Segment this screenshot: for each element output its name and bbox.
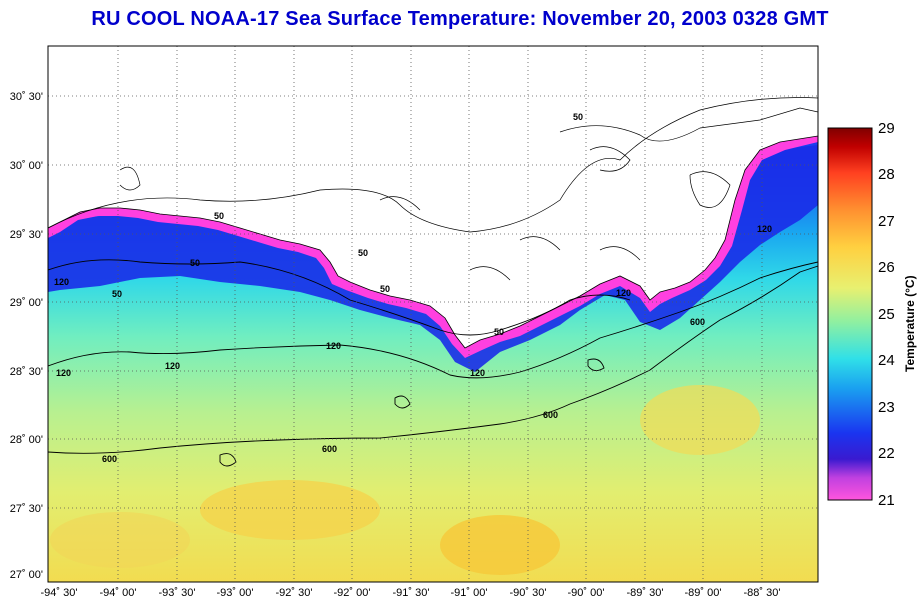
lat-tick-label: 28˚ 00' <box>10 434 43 446</box>
warm-patch <box>640 385 760 455</box>
lat-tick-label: 30˚ 30' <box>10 91 43 103</box>
isobath-label: 600 <box>322 444 337 454</box>
lat-tick-label: 27˚ 30' <box>10 503 43 515</box>
isobaths <box>48 259 818 467</box>
isobath-label: 120 <box>757 224 772 234</box>
colorbar-tick: 25 <box>878 306 895 323</box>
lon-tick-label: -88˚ 30' <box>744 587 781 599</box>
isobath-label: 50 <box>358 248 368 258</box>
isobath-label: 120 <box>54 277 69 287</box>
land-mass <box>48 46 818 349</box>
lat-tick-label: 29˚ 30' <box>10 229 43 241</box>
coastline-detail <box>119 107 818 281</box>
cold-shelf-band <box>48 145 818 372</box>
lat-tick-label: 30˚ 00' <box>10 160 43 172</box>
colorbar-tick: 23 <box>878 399 895 416</box>
colorbar-tick: 26 <box>878 259 895 276</box>
isobath-label: 120 <box>470 368 485 378</box>
isobath-600m <box>48 265 818 454</box>
lat-axis: 30˚ 30' 30˚ 00' 29˚ 30' 29˚ 00' 28˚ 30' … <box>10 91 43 581</box>
lon-tick-label: -94˚ 30' <box>41 587 78 599</box>
colorbar-tick: 29 <box>878 120 895 137</box>
isobath-label: 120 <box>56 368 71 378</box>
isobath-label: 50 <box>214 211 224 221</box>
lon-tick-label: -93˚ 30' <box>159 587 196 599</box>
colorbar-tick: 21 <box>878 492 895 509</box>
lon-tick-label: -89˚ 30' <box>627 587 664 599</box>
colorbar-scale <box>827 127 873 501</box>
lon-tick-label: -89˚ 00' <box>685 587 722 599</box>
isobath-label: 50 <box>573 112 583 122</box>
isobath-120m <box>48 261 818 379</box>
colorbar-tick: 28 <box>878 166 895 183</box>
colorbar-label: Temperature (°C) <box>903 275 917 372</box>
lat-tick-label: 29˚ 00' <box>10 297 43 309</box>
lon-tick-label: -91˚ 30' <box>393 587 430 599</box>
warm-patch <box>440 515 560 575</box>
map-frame <box>47 45 819 583</box>
isobath-label: 50 <box>494 327 504 337</box>
isobath-label: 600 <box>543 410 558 420</box>
isobath-loop <box>219 358 605 467</box>
isobath-label: 600 <box>690 317 705 327</box>
lon-tick-label: -91˚ 00' <box>451 587 488 599</box>
isobath-labels: 50 50 50 50 50 50 50 120 120 120 120 120… <box>54 112 772 464</box>
isobath-label: 50 <box>380 284 390 294</box>
lon-tick-label: -90˚ 00' <box>568 587 605 599</box>
colorbar-tick: 24 <box>878 352 895 369</box>
coldest-fringe <box>48 136 818 358</box>
isobath-50m <box>48 259 631 336</box>
lon-tick-label: -92˚ 30' <box>276 587 313 599</box>
isobath-label: 50 <box>112 289 122 299</box>
lon-axis: -94˚ 30' -94˚ 00' -93˚ 30' -93˚ 00' -92˚… <box>41 587 781 599</box>
warm-patch <box>200 480 380 540</box>
isobath-label: 120 <box>165 361 180 371</box>
isobath-label: 120 <box>326 341 341 351</box>
colorbar-tick: 27 <box>878 213 895 230</box>
isobath-label: 120 <box>616 288 631 298</box>
lon-tick-label: -94˚ 00' <box>100 587 137 599</box>
colorbar: 29 28 27 26 25 24 23 22 21 Temperature (… <box>827 120 917 509</box>
lat-tick-label: 27˚ 00' <box>10 569 43 581</box>
colorbar-tick: 22 <box>878 445 895 462</box>
warm-patch <box>50 512 190 568</box>
isobath-label: 600 <box>102 454 117 464</box>
map-title: RU COOL NOAA-17 Sea Surface Temperature:… <box>91 8 829 30</box>
isobath-label: 50 <box>190 258 200 268</box>
lon-tick-label: -90˚ 30' <box>510 587 547 599</box>
lon-tick-label: -93˚ 00' <box>217 587 254 599</box>
inland-shelf-contour <box>48 97 818 233</box>
graticule <box>48 46 818 582</box>
lat-tick-label: 28˚ 30' <box>10 366 43 378</box>
lon-tick-label: -92˚ 00' <box>334 587 371 599</box>
